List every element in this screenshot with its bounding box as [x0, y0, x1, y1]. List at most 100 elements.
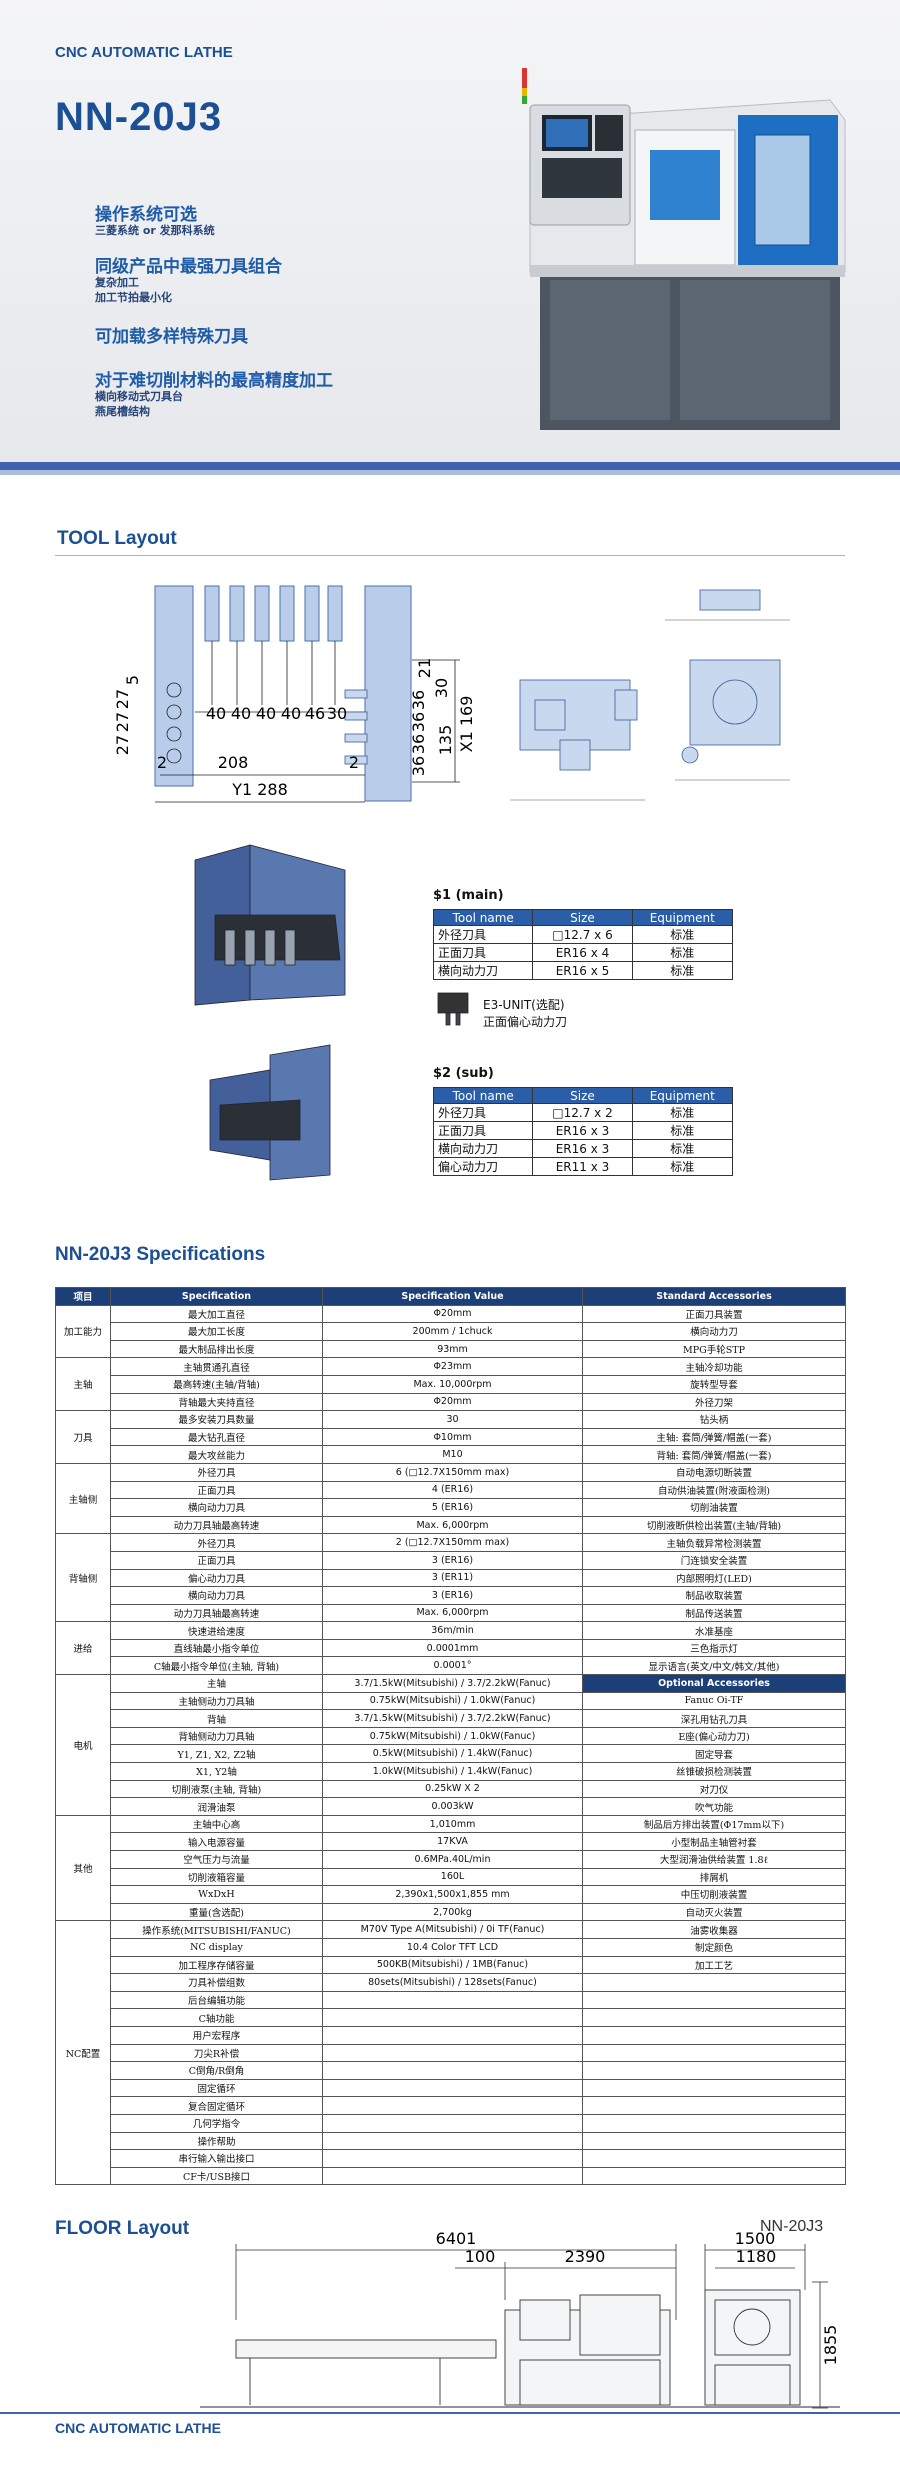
spec-value: 0.75kW(Mitsubishi) / 1.0kW(Fanuc)	[322, 1691, 583, 1711]
drawing-part	[519, 2299, 571, 2341]
tool-cell: 正面刀具	[432, 1121, 534, 1140]
tool-cell: 外径刀具	[432, 925, 534, 944]
spec-row: 加工程序存储容量 500KB(Mitsubishi) / 1MB(Fanuc) 加工…	[56, 1955, 846, 1975]
spec-value: 5 (ER16)	[322, 1498, 583, 1517]
spec-name: 最大制品排出长度	[110, 1339, 323, 1359]
spec-value: 80sets(Mitsubishi) / 128sets(Fanuc)	[322, 1973, 583, 1992]
spec-row: 切削液箱容量 160L 排屑机	[56, 1867, 846, 1887]
feature-title: 对于难切削材料的最高精度加工	[95, 371, 333, 391]
spec-value: 200mm / 1chuck	[322, 1322, 583, 1341]
section-title: TOOL Layout	[57, 528, 177, 549]
spec-row: 空气压力与流量 0.6MPa.40L/min 大型润滑油供给装置 1.8ℓ	[56, 1850, 846, 1869]
spec-name: 最大加工直径	[110, 1304, 323, 1324]
spec-name: 横向动力刀具	[110, 1586, 323, 1605]
header-cell: Standard Accessories	[582, 1287, 846, 1306]
tool-cell: ER16 x 4	[532, 943, 633, 962]
dimension-label: 40	[281, 704, 301, 723]
accessory	[582, 2043, 846, 2063]
accessory: 主轴: 套筒/弹簧/帽盖(一套)	[582, 1427, 846, 1447]
tool-cell: 标准	[631, 1157, 734, 1176]
dimension-label: 36	[409, 690, 428, 710]
spec-row: NC配置 操作系统(MITSUBISHI/FANUC) M70V Type A(Mi…	[55, 1920, 846, 2186]
drawing-part	[546, 119, 588, 147]
dimension-label: 40	[206, 704, 226, 723]
accessory: 中压切削液装置	[582, 1885, 846, 1904]
accessory: 丝锥破损检测装置	[582, 1762, 846, 1781]
group-cell: 主轴侧	[55, 1462, 111, 1535]
group-cell: 其他	[55, 1814, 111, 1922]
accessory: 显示语言(英文/中文/韩文/其他)	[582, 1656, 846, 1676]
drawing-part	[235, 2289, 801, 2406]
tool-row: 横向动力刀 ER16 x 3 标准	[432, 1139, 734, 1158]
spec-row: 正面刀具 4 (ER16) 自动供油装置(附液面检测)	[56, 1480, 846, 1500]
spec-row: 背轴 3.7/1.5kW(Mitsubishi) / 3.7/2.2kW(Fanu…	[56, 1709, 846, 1728]
dimension-label: Y1 288	[231, 780, 288, 799]
spec-value: M10	[322, 1445, 583, 1464]
model: NN-20J3	[55, 95, 223, 139]
spec-row: 输入电源容量 17KVA 小型制品主轴管衬套	[56, 1832, 846, 1851]
accessory: 吹气功能	[582, 1797, 846, 1816]
spec-value: 500KB(Mitsubishi) / 1MB(Fanuc)	[322, 1955, 583, 1975]
accessory: 旋转型导套	[582, 1374, 846, 1394]
drawing-part	[614, 689, 638, 721]
feature-item: 横向移动式刀具台	[95, 390, 183, 403]
drawing-part	[166, 704, 182, 720]
accessory	[582, 2008, 846, 2027]
dimension-label: 27	[113, 735, 132, 755]
spec-name: 正面刀具	[110, 1480, 323, 1500]
spec-row: 最高转速(主轴/背轴) Max. 10,000rpm 旋转型导套	[56, 1374, 846, 1394]
spec-value	[322, 2025, 583, 2045]
group-cell: 加工能力	[55, 1304, 111, 1359]
spec-row: 刀尖R补偿	[56, 2043, 846, 2063]
spec-value: 93mm	[322, 1339, 583, 1359]
footer-rule	[0, 2412, 900, 2414]
accessory	[582, 2096, 846, 2115]
drawing-part	[522, 88, 527, 96]
accessory	[582, 2078, 846, 2098]
spec-value: Max. 6,000rpm	[322, 1603, 583, 1623]
dimension-label: 30	[432, 678, 451, 698]
spec-value: Φ20mm	[322, 1392, 583, 1412]
spec-row: 最大攻丝能力 M10 背轴: 套筒/弹簧/帽盖(一套)	[56, 1445, 846, 1464]
header-row: Tool name Size Equipment	[432, 909, 734, 926]
floor-dimension: 1855	[821, 2325, 840, 2366]
drawing-part	[534, 699, 566, 731]
spec-value	[322, 2166, 583, 2186]
tool-cell: 标准	[631, 1121, 734, 1140]
spec-name: 动力刀具轴最高转速	[110, 1603, 323, 1623]
floor-dimension: 1500	[735, 2229, 776, 2248]
tool-row: 正面刀具 ER16 x 3 标准	[432, 1121, 734, 1140]
dimension-label: X1 169	[457, 696, 476, 753]
accessory	[582, 2061, 846, 2080]
accessory	[582, 1973, 846, 1992]
spec-value: 1.0kW(Mitsubishi) / 1.4kW(Fanuc)	[322, 1762, 583, 1781]
spec-value	[322, 2043, 583, 2063]
header-row: 项目 Specification Specification Value Standa…	[55, 1287, 846, 1306]
spec-value: 3 (ER16)	[322, 1586, 583, 1605]
spec-name: 动力刀具轴最高转速	[110, 1515, 323, 1535]
drawing-part	[327, 585, 343, 642]
tool-table-title: $1 (main)	[433, 888, 504, 903]
accessory: 背轴: 套筒/弹簧/帽盖(一套)	[582, 1445, 846, 1464]
spec-value	[322, 1990, 583, 2010]
accessory: 深孔用钻孔刀具	[582, 1709, 846, 1728]
feature-title: 操作系统可选	[95, 205, 197, 225]
drawing-part	[595, 115, 623, 151]
spec-value: 0.0001mm	[322, 1638, 583, 1658]
feature-title: 可加载多样特殊刀具	[95, 327, 248, 347]
spec-row: NC display 10.4 Color TFT LCD 制定颜色	[56, 1937, 846, 1957]
spec-row: C倒角/R倒角	[56, 2061, 846, 2080]
drawing-part	[733, 2308, 771, 2346]
spec-row: 最大加工长度 200mm / 1chuck 横向动力刀	[56, 1322, 846, 1341]
drawing-part	[445, 1012, 451, 1026]
spec-value: 17KVA	[322, 1832, 583, 1851]
accessory: 三色指示灯	[582, 1638, 846, 1658]
drawing-part	[714, 2364, 791, 2406]
spec-name: 最高转速(主轴/背轴)	[110, 1374, 323, 1394]
spec-name: 横向动力刀具	[110, 1498, 323, 1517]
spec-value: 0.5kW(Mitsubishi) / 1.4kW(Fanuc)	[322, 1744, 583, 1764]
accessory: 油雾收集器	[582, 1920, 846, 1939]
drawing-part	[455, 1012, 461, 1026]
